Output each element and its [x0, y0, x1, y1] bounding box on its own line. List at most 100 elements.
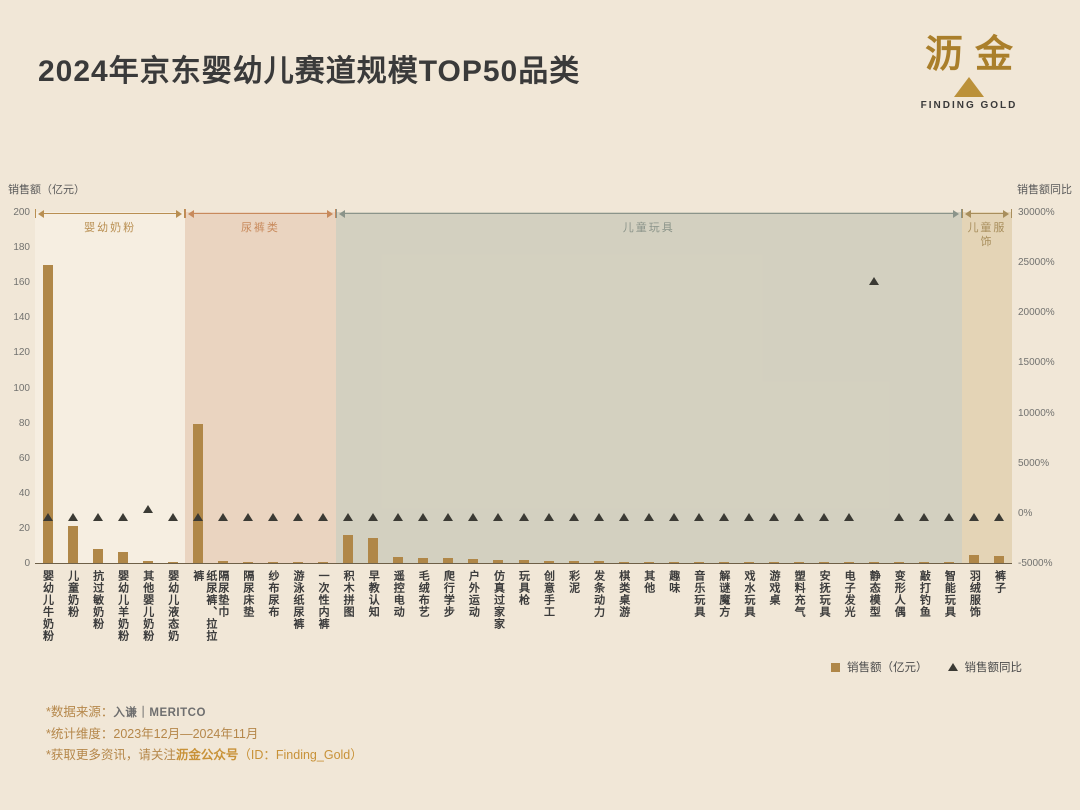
x-axis-category-label: 遥控电动 [392, 570, 405, 618]
yoy-triangle-marker [794, 512, 805, 521]
sales-bar [42, 264, 53, 563]
group-arrow-line [966, 213, 1007, 214]
yoy-triangle-marker [643, 512, 654, 521]
sales-bar [117, 552, 128, 563]
left-axis-tick-label: 20 [18, 522, 30, 534]
sales-bar [368, 538, 379, 563]
sales-bar [142, 560, 153, 563]
sales-bar [493, 559, 504, 563]
brand-subtitle: FINDING GOLD [920, 100, 1018, 111]
yoy-triangle-marker [568, 512, 579, 521]
x-axis-category-label: 毛绒布艺 [417, 570, 430, 618]
sales-bar [568, 561, 579, 563]
footer-period-line: *统计维度：2023年12月—2024年11月 [46, 727, 259, 741]
left-axis-tick-label: 140 [13, 312, 30, 324]
x-axis-category-label: 积木拼图 [342, 570, 355, 618]
sales-bar [318, 562, 329, 563]
x-axis-category-label: 玩具枪 [517, 570, 530, 606]
footer-source-prefix: *数据来源： [46, 705, 114, 719]
sales-bar [443, 558, 454, 563]
data-source-logo: 入谦｜MERITCO [113, 707, 206, 719]
yoy-triangle-marker [67, 512, 78, 521]
group-header-1: 婴幼奶粉 [35, 209, 186, 255]
yoy-triangle-marker [217, 512, 228, 521]
yoy-triangle-marker [393, 512, 404, 521]
x-axis-category-label: 早教认知 [367, 570, 380, 618]
left-axis-tick-label: 40 [18, 487, 30, 499]
sales-bar [718, 561, 729, 563]
sales-bar [192, 424, 203, 563]
yoy-triangle-marker [418, 512, 429, 521]
sales-bar [167, 561, 178, 563]
yoy-triangle-marker [343, 512, 354, 521]
x-axis-category-label: 敲打钓鱼 [918, 570, 931, 618]
left-axis-tick-label: 160 [13, 277, 30, 289]
sales-bar [919, 562, 930, 563]
sales-bar [794, 562, 805, 563]
sales-bar [969, 555, 980, 563]
gold-triangle-icon [954, 77, 984, 97]
sales-bar [743, 562, 754, 563]
sales-bar [643, 561, 654, 563]
group-label: 儿童服饰 [967, 222, 1007, 248]
right-axis-tick-label: -5000% [1018, 558, 1053, 569]
group-band-4 [961, 212, 1012, 563]
page-title: 2024年京东婴幼儿赛道规模TOP50品类 [38, 55, 581, 88]
footer-followus-line: *获取更多资讯，请关注沥金公众号（ID：Finding_Gold） [46, 745, 363, 766]
right-axis-tick-label: 0% [1018, 507, 1033, 519]
sales-bar [67, 526, 78, 563]
sales-bar [293, 562, 304, 563]
x-axis-category-label: 静态模型 [868, 570, 881, 618]
group-boundary-tick [960, 209, 962, 218]
sales-bar [418, 557, 429, 563]
yoy-triangle-marker [668, 512, 679, 521]
left-axis-tick-label: 80 [18, 417, 30, 429]
yoy-triangle-marker [944, 512, 955, 521]
x-axis-category-label: 纱布尿布 [266, 570, 279, 618]
x-axis-category-label: 户外运动 [467, 570, 480, 618]
yoy-triangle-marker [117, 512, 128, 521]
yoy-triangle-marker [844, 512, 855, 521]
sales-bar [869, 562, 880, 563]
x-axis-category-label: 婴幼儿牛奶粉 [41, 570, 54, 642]
right-axis-tick-label: 25000% [1018, 257, 1055, 269]
sales-bar [944, 562, 955, 563]
yoy-triangle-marker [493, 512, 504, 521]
brand-wordmark: 沥金 [924, 34, 1025, 76]
yoy-triangle-marker [267, 512, 278, 521]
sales-bar [693, 561, 704, 563]
yoy-triangle-marker [443, 512, 454, 521]
group-arrow-line [40, 213, 181, 214]
x-axis-category-label: 游戏桌 [768, 570, 780, 606]
yoy-triangle-marker [769, 512, 779, 521]
chart-legend: 销售额（亿元） 销售额同比 [831, 659, 1022, 675]
yoy-triangle-marker [819, 512, 830, 521]
sales-bar [994, 555, 1005, 563]
group-arrowhead-right-icon [952, 210, 959, 218]
x-axis-category-label: 安抚玩具 [818, 570, 831, 618]
sales-bar [668, 561, 679, 563]
left-axis-tick-label: 180 [13, 242, 30, 254]
yoy-triangle-marker [543, 512, 554, 521]
group-arrowhead-right-icon [326, 210, 333, 218]
left-axis-tick-label: 200 [13, 207, 30, 218]
yoy-triangle-marker [192, 512, 203, 521]
yoy-triangle-marker [869, 277, 880, 286]
sales-bar [468, 559, 479, 563]
x-axis-category-label: 羽绒服饰 [968, 570, 981, 618]
group-boundary-tick [185, 209, 187, 218]
x-axis-category-label: 爬行学步 [442, 570, 455, 618]
yoy-triangle-marker [468, 512, 479, 521]
x-axis-category-label: 纸尿裤、拉拉裤 [191, 570, 217, 642]
sales-bar [267, 561, 278, 563]
x-axis-category-label: 戏水玩具 [742, 570, 755, 618]
sales-bar [92, 548, 103, 563]
sales-bar [543, 560, 554, 563]
footer-source-line: *数据来源：入谦｜MERITCO [46, 702, 363, 724]
official-account-name: 沥金公众号 [175, 748, 239, 762]
group-arrowhead-right-icon [1002, 210, 1009, 218]
x-axis-category-label: 隔尿床垫 [241, 570, 254, 618]
footer-followus-prefix: *获取更多资讯，请关注 [46, 748, 176, 762]
left-axis-tick-label: 60 [18, 452, 30, 464]
right-axis-tick-label: 20000% [1018, 307, 1055, 319]
